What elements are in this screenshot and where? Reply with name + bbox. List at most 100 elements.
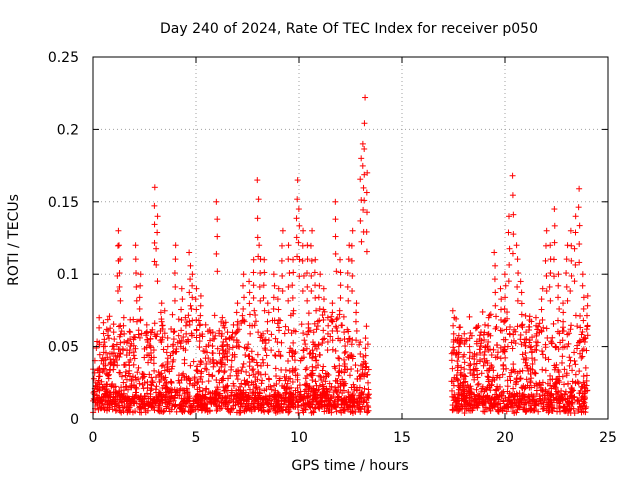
data-point (106, 313, 113, 320)
data-point (525, 393, 532, 400)
data-point (524, 394, 531, 401)
data-point (560, 404, 567, 411)
data-point (457, 324, 464, 331)
data-point (360, 206, 367, 213)
data-point (159, 385, 166, 392)
data-point (520, 397, 527, 404)
data-point (193, 327, 200, 334)
data-point (99, 385, 106, 392)
data-point (513, 242, 520, 249)
data-point (568, 242, 575, 249)
data-point (193, 285, 200, 292)
data-point (223, 387, 230, 394)
data-point (294, 196, 301, 203)
data-point (467, 400, 474, 407)
data-point (347, 409, 354, 416)
data-point (187, 262, 194, 269)
data-point (153, 245, 160, 252)
y-tick-label: 0.25 (48, 50, 79, 66)
data-point (257, 270, 264, 277)
data-point (492, 289, 499, 296)
data-point (474, 392, 481, 399)
data-point (472, 325, 479, 332)
data-point (316, 382, 323, 389)
data-point (350, 400, 357, 407)
data-point (268, 386, 275, 393)
data-point (485, 347, 492, 354)
data-point (461, 395, 468, 402)
data-point (151, 239, 158, 246)
data-point (117, 331, 124, 338)
data-point (563, 283, 570, 290)
data-point (109, 406, 116, 413)
data-point (332, 323, 339, 330)
data-point (270, 294, 277, 301)
data-point (271, 352, 278, 359)
data-point (501, 271, 508, 278)
data-point (95, 394, 102, 401)
data-point (310, 399, 317, 406)
data-point (187, 302, 194, 309)
data-point (359, 140, 366, 147)
data-point (309, 396, 316, 403)
data-point (164, 334, 171, 341)
data-point (328, 318, 335, 325)
x-tick-label: 0 (89, 430, 98, 446)
data-point (497, 327, 504, 334)
data-point (131, 355, 138, 362)
data-point (169, 343, 176, 350)
data-point (256, 389, 263, 396)
data-point (196, 344, 203, 351)
data-point (100, 360, 107, 367)
data-point (298, 355, 305, 362)
data-point (290, 269, 297, 276)
data-point (333, 268, 340, 275)
data-point (529, 334, 536, 341)
data-point (567, 326, 574, 333)
data-point (360, 184, 367, 191)
data-point (356, 398, 363, 405)
data-point (254, 351, 261, 358)
data-point (461, 372, 468, 379)
data-point (560, 318, 567, 325)
data-point (474, 374, 481, 381)
data-point (164, 355, 171, 362)
data-point (122, 383, 129, 390)
data-point (522, 312, 529, 319)
data-point (199, 406, 206, 413)
data-point (356, 341, 363, 348)
data-point (114, 287, 121, 294)
data-point (473, 340, 480, 347)
data-point (484, 393, 491, 400)
data-point (240, 360, 247, 367)
data-point (105, 404, 112, 411)
data-point (477, 349, 484, 356)
data-point (566, 362, 573, 369)
data-point (132, 242, 139, 249)
data-point (505, 278, 512, 285)
data-point (358, 155, 365, 162)
data-point (253, 383, 260, 390)
data-point (547, 270, 554, 277)
data-point (362, 335, 369, 342)
data-point (290, 339, 297, 346)
data-point (186, 318, 193, 325)
data-point (332, 384, 339, 391)
data-point (312, 357, 319, 364)
data-point (320, 316, 327, 323)
data-point (171, 403, 178, 410)
data-point (361, 145, 368, 152)
data-point (450, 330, 457, 337)
data-point (115, 402, 122, 409)
data-point (538, 327, 545, 334)
data-point (147, 343, 154, 350)
data-point (252, 378, 259, 385)
data-point (110, 394, 117, 401)
data-point (287, 375, 294, 382)
data-point (234, 376, 241, 383)
data-point (517, 375, 524, 382)
data-point (176, 387, 183, 394)
data-point (250, 366, 257, 373)
data-point (499, 371, 506, 378)
data-point (361, 385, 368, 392)
